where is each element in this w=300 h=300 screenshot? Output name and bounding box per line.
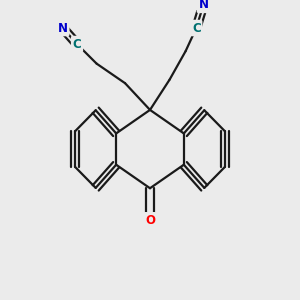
Text: O: O: [145, 214, 155, 227]
Text: C: C: [73, 38, 81, 50]
Text: C: C: [192, 22, 201, 34]
Text: N: N: [198, 0, 208, 11]
Text: N: N: [58, 22, 68, 34]
